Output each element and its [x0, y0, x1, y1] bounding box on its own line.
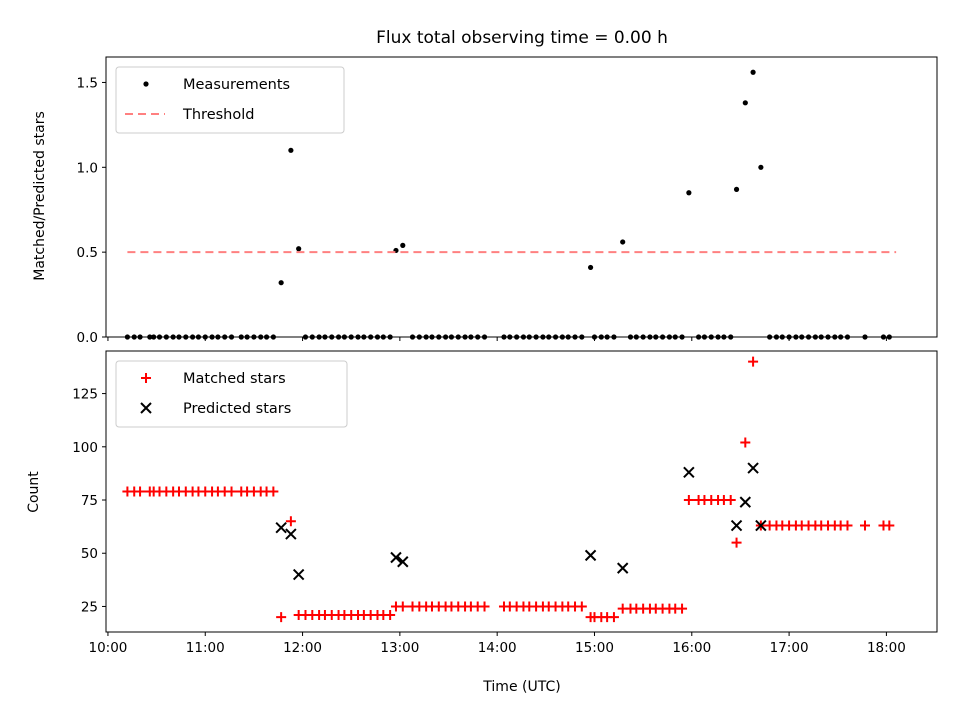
measurement-point: [587, 264, 594, 271]
x-tick-label: 16:00: [672, 640, 711, 656]
y-tick-label: 125: [72, 387, 98, 403]
legend-label: Matched stars: [183, 371, 286, 387]
matched-star-point: [226, 486, 237, 497]
predicted-star-point: [747, 462, 759, 474]
legend-box: [115, 360, 348, 428]
x-tick-label: 13:00: [380, 640, 419, 656]
x-axis-label-time: Time (UTC): [482, 679, 560, 695]
y-tick-label: 1.5: [77, 75, 98, 91]
matched-star-point: [479, 601, 490, 612]
x-tick-label: 12:00: [283, 640, 322, 656]
bottom-axes: 25 50 75 100 125 10:00 11:00 12:00 13:00 14:00 15:…: [72, 350, 938, 656]
legend-marker-measurements: [143, 81, 149, 87]
predicted-star-point: [739, 496, 752, 508]
y-tick-label: 25: [81, 599, 98, 615]
measurement-point: [400, 242, 406, 248]
measurement-point: [288, 147, 294, 153]
top-panel: Flux total observing time = 0.00 h Match…: [32, 28, 938, 346]
y-tick-label: 1.0: [77, 160, 98, 176]
x-tick-label: 10:00: [88, 640, 127, 656]
plot-frame: [105, 350, 938, 633]
matched-star-point: [740, 437, 751, 448]
predicted-star-point: [616, 562, 629, 574]
measurement-point: [296, 246, 302, 252]
matched-star-point: [842, 520, 853, 531]
matched-star-point: [884, 520, 895, 531]
measurement-point: [750, 69, 756, 75]
legend-label: Measurements: [183, 77, 290, 93]
legend-label: Threshold: [182, 107, 254, 123]
x-tick-label: 15:00: [575, 640, 614, 656]
matched-star-point: [748, 356, 759, 367]
y-axis-label-ratio: Matched/Predicted stars: [32, 111, 48, 281]
matched-star-point: [608, 612, 619, 623]
top-legend: Measurements Threshold: [115, 66, 345, 134]
y-axis-label-count: Count: [26, 471, 42, 513]
legend-marker-predicted: [140, 402, 152, 414]
y-tick-label: 50: [81, 546, 98, 562]
predicted-star-point: [292, 568, 305, 581]
x-tick-label: 11:00: [186, 640, 225, 656]
plot-frame: [105, 56, 938, 338]
y-tick-label: 100: [72, 440, 98, 456]
predicted-star-point: [683, 466, 695, 479]
measurement-point: [620, 239, 626, 245]
y-tick-label: 0.5: [77, 245, 98, 261]
y-tick-label: 0.0: [77, 330, 98, 346]
x-tick-label: 17:00: [770, 640, 809, 656]
bottom-legend: Matched stars Predicted stars: [115, 360, 348, 428]
matched-star-point: [268, 486, 279, 497]
measurement-point: [742, 100, 748, 106]
matched-star-point: [576, 601, 587, 612]
measurement-point: [686, 190, 692, 196]
y-tick-label: 75: [81, 493, 98, 509]
matched-star-point: [725, 495, 736, 506]
predicted-star-point: [755, 519, 767, 532]
matched-star-point: [397, 601, 408, 612]
chart-title: Flux total observing time = 0.00 h: [376, 28, 668, 48]
measurement-point: [278, 280, 284, 286]
x-tick-label: 18:00: [867, 640, 906, 656]
top-axes: 0.0 0.5 1.0 1.5: [77, 56, 938, 346]
predicted-star-point: [390, 551, 402, 564]
predicted-star-point: [275, 521, 287, 534]
bottom-panel: Count Time (UTC) 25 50 75 100 125 10:00 11:00 1…: [26, 350, 938, 695]
legend-label: Predicted stars: [183, 401, 291, 417]
matched-star-point: [859, 520, 870, 531]
predicted-star-point: [285, 528, 297, 540]
predicted-star-point: [730, 519, 743, 532]
measurement-point: [758, 164, 764, 170]
x-tick-label: 14:00: [478, 640, 517, 656]
predicted-star-point: [584, 549, 597, 562]
matched-star-point: [677, 603, 688, 614]
matched-star-point: [285, 516, 296, 527]
matched-star-point: [731, 537, 742, 548]
legend-marker-matched: [141, 373, 151, 383]
matched-star-point: [385, 609, 396, 620]
predicted-star-point: [397, 556, 409, 568]
measurement-point: [733, 186, 740, 192]
legend-box: [115, 66, 345, 134]
matched-star-point: [276, 612, 287, 623]
matched-star-point: [135, 486, 146, 497]
bottom-plot-marks: [122, 356, 895, 623]
matched-star-point: [683, 495, 694, 506]
